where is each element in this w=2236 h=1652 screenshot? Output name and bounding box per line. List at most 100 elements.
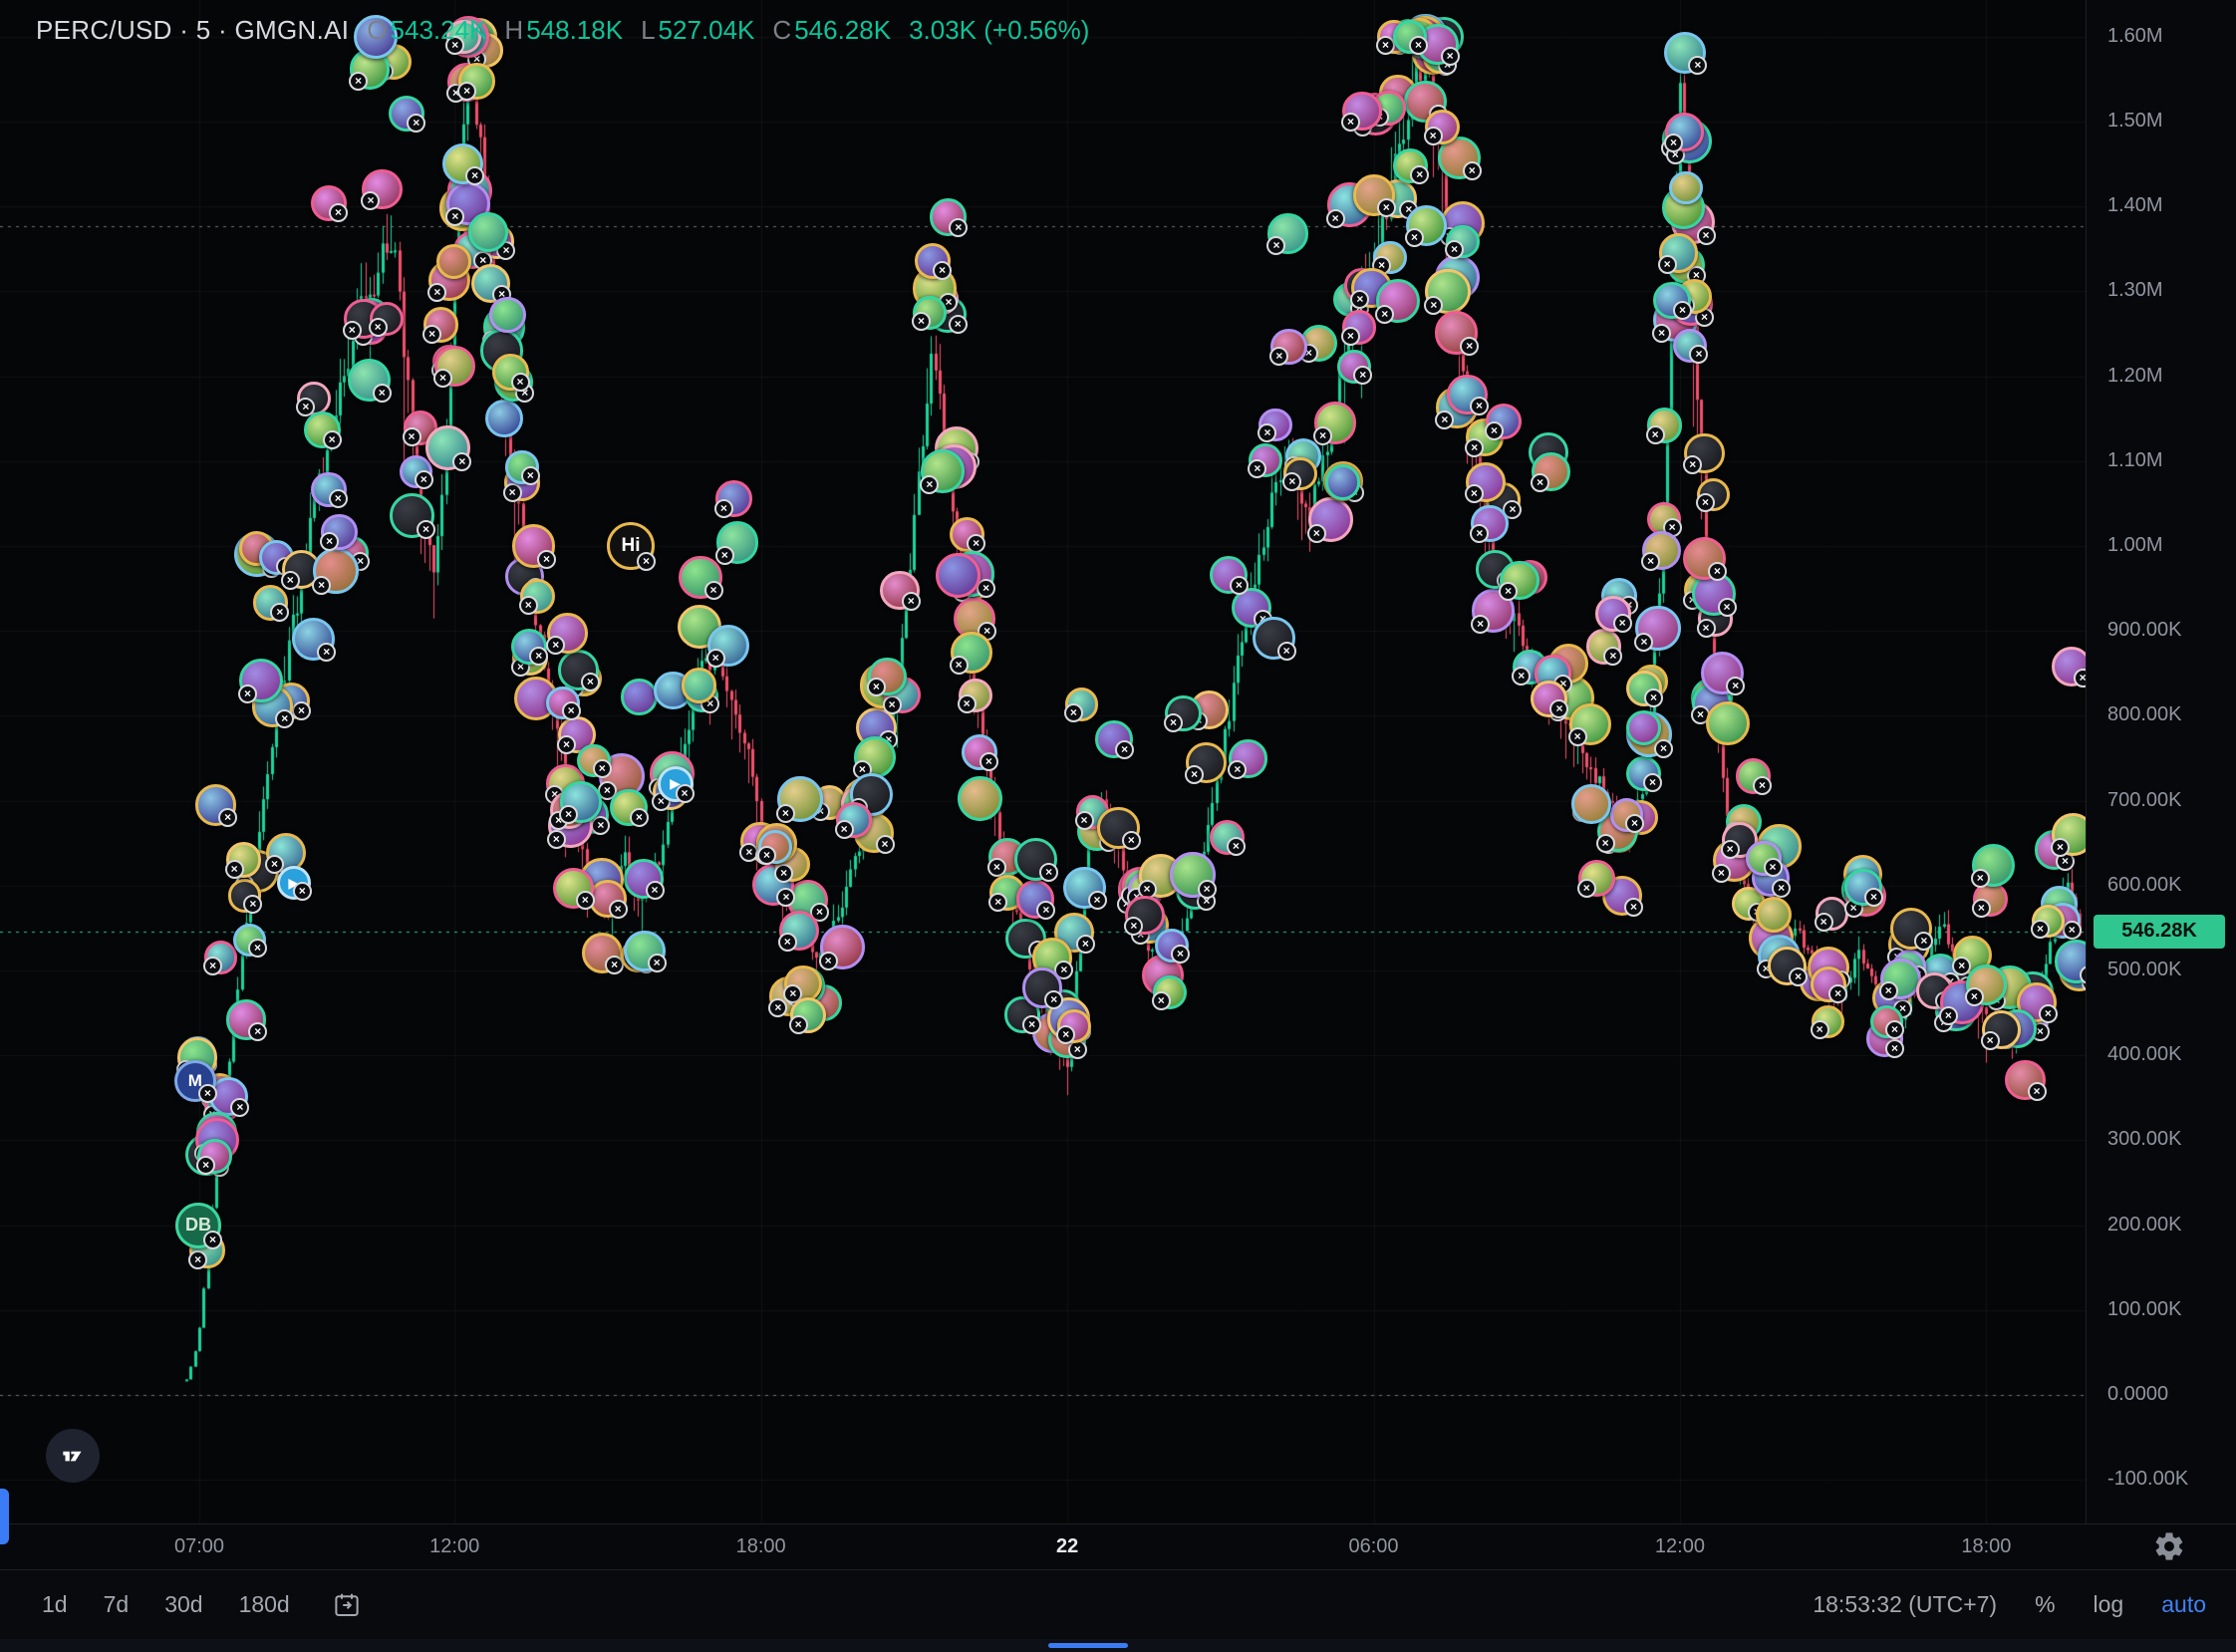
avatar-marker[interactable]: ×: [225, 999, 268, 1041]
avatar-marker[interactable]: ×: [852, 735, 897, 780]
avatar-marker[interactable]: ×: [1228, 739, 1267, 779]
avatar-marker[interactable]: ×: [950, 517, 986, 554]
bottom-scrollbar-thumb[interactable]: [1048, 1643, 1128, 1648]
avatar-marker[interactable]: ×: [1634, 606, 1681, 653]
avatar-marker[interactable]: ×: [788, 996, 826, 1034]
avatar-marker[interactable]: ×: [425, 424, 472, 471]
avatar-marker[interactable]: ×: [1499, 560, 1539, 602]
avatar-marker[interactable]: ×: [1170, 852, 1217, 899]
avatar-marker-special[interactable]: DB ×: [174, 1202, 222, 1249]
avatar-marker[interactable]: ×: [961, 734, 998, 772]
avatar-marker[interactable]: ×: [1447, 374, 1490, 416]
avatar-marker[interactable]: ×: [311, 471, 348, 509]
avatar-marker[interactable]: ×: [1625, 670, 1664, 707]
avatar-marker[interactable]: ×: [1209, 555, 1249, 596]
avatar-marker[interactable]: ×: [1595, 596, 1632, 633]
avatar-marker[interactable]: ×: [296, 382, 332, 417]
avatar-marker[interactable]: ×: [880, 570, 921, 612]
tradingview-logo[interactable]: [46, 1429, 100, 1483]
avatar-marker[interactable]: ×: [361, 168, 403, 211]
avatar-marker[interactable]: ×: [552, 868, 595, 911]
avatar-marker[interactable]: ×: [1095, 720, 1135, 759]
avatar-marker[interactable]: ×: [1810, 1004, 1844, 1039]
avatar-marker[interactable]: ×: [203, 941, 238, 975]
calendar-icon[interactable]: [332, 1590, 362, 1620]
avatar-marker[interactable]: ×: [775, 776, 823, 824]
avatar-marker[interactable]: ×: [1657, 233, 1699, 274]
avatar-marker[interactable]: ×: [818, 925, 865, 971]
avatar-marker[interactable]: ×: [1485, 404, 1522, 441]
avatar-marker[interactable]: ×: [303, 412, 342, 449]
avatar-marker[interactable]: ×: [518, 578, 555, 615]
avatar-marker[interactable]: ×: [1313, 402, 1357, 445]
avatar-marker[interactable]: ×: [194, 784, 238, 827]
avatar-marker[interactable]: [484, 399, 523, 437]
avatar-marker[interactable]: ×: [232, 923, 267, 958]
avatar-marker[interactable]: ×: [368, 301, 404, 337]
avatar-marker[interactable]: ×: [623, 859, 665, 901]
avatar-marker[interactable]: ×: [388, 95, 426, 134]
avatar-marker[interactable]: ×: [1746, 840, 1783, 877]
avatar-marker[interactable]: ×: [1056, 1008, 1092, 1044]
avatar-marker[interactable]: ×: [311, 185, 349, 223]
avatar-marker[interactable]: ×: [713, 480, 753, 519]
avatar-marker[interactable]: ×: [1340, 310, 1377, 346]
avatar-marker[interactable]: ×: [347, 358, 392, 403]
avatar-marker[interactable]: ×: [577, 743, 612, 779]
avatar-marker[interactable]: ×: [2051, 812, 2086, 857]
avatar-marker[interactable]: ×: [559, 781, 602, 824]
avatar-marker[interactable]: ×: [2017, 982, 2058, 1023]
avatar-marker[interactable]: ×: [2051, 646, 2086, 688]
avatar-marker[interactable]: ×: [624, 930, 667, 972]
symbol-title[interactable]: PERC/USD · 5 · GMGN.AI: [36, 15, 350, 45]
avatar-marker[interactable]: ×: [457, 62, 495, 101]
avatar-marker[interactable]: [1571, 784, 1611, 824]
avatar-marker[interactable]: ×: [1576, 860, 1615, 899]
avatar-marker[interactable]: [489, 296, 526, 333]
avatar-marker[interactable]: ×: [714, 521, 759, 565]
avatar-marker[interactable]: ×: [1021, 967, 1064, 1009]
range-button-7d[interactable]: 7d: [103, 1591, 130, 1617]
avatar-marker[interactable]: ×: [1470, 504, 1510, 544]
avatar-marker[interactable]: ×: [1282, 456, 1317, 491]
avatar-marker[interactable]: ×: [1393, 147, 1430, 184]
range-button-30d[interactable]: 30d: [164, 1591, 203, 1617]
avatar-marker[interactable]: ×: [1844, 868, 1883, 908]
avatar-marker[interactable]: ×: [1266, 213, 1308, 255]
avatar-marker[interactable]: ×: [1015, 880, 1056, 921]
avatar-marker[interactable]: [1625, 710, 1661, 746]
avatar-marker[interactable]: [957, 775, 1002, 821]
avatar-marker[interactable]: ×: [390, 492, 436, 539]
avatar-marker[interactable]: ×: [1752, 858, 1792, 898]
avatar-marker[interactable]: ×: [610, 788, 649, 828]
avatar-marker[interactable]: ×: [1375, 278, 1421, 325]
settings-gear-icon[interactable]: [2152, 1529, 2186, 1563]
candlestick-canvas[interactable]: [0, 0, 2086, 1523]
avatar-marker[interactable]: ×: [196, 1139, 232, 1175]
avatar-marker[interactable]: ×: [957, 678, 992, 713]
avatar-marker[interactable]: ×: [2005, 1059, 2047, 1101]
avatar-marker[interactable]: ×: [1097, 806, 1141, 850]
avatar-marker[interactable]: ×: [1155, 929, 1191, 964]
avatar-marker-special[interactable]: ▶ ×: [657, 765, 695, 803]
avatar-marker[interactable]: ×: [1124, 895, 1165, 937]
avatar-marker[interactable]: ×: [1664, 112, 1705, 152]
avatar-marker[interactable]: ×: [546, 686, 581, 721]
avatar-marker[interactable]: [436, 243, 472, 279]
avatar-marker[interactable]: ×: [1889, 907, 1934, 952]
range-button-180d[interactable]: 180d: [238, 1591, 290, 1617]
avatar-marker[interactable]: ×: [1298, 325, 1338, 364]
avatar-marker[interactable]: ×: [1653, 281, 1692, 321]
avatar-marker[interactable]: ×: [911, 295, 947, 331]
avatar-marker[interactable]: ×: [589, 880, 628, 919]
avatar-marker[interactable]: ×: [1683, 432, 1725, 475]
avatar-marker[interactable]: ×: [1682, 537, 1727, 582]
avatar-marker[interactable]: ×: [783, 964, 822, 1003]
avatar-marker[interactable]: ×: [1209, 819, 1246, 856]
avatar-marker[interactable]: ×: [1645, 408, 1683, 444]
avatar-marker[interactable]: ×: [929, 198, 969, 237]
avatar-marker[interactable]: ×: [777, 910, 819, 952]
avatar-marker[interactable]: ×: [1701, 652, 1746, 696]
avatar-marker[interactable]: ×: [1980, 1009, 2021, 1050]
avatar-marker[interactable]: [935, 552, 981, 599]
